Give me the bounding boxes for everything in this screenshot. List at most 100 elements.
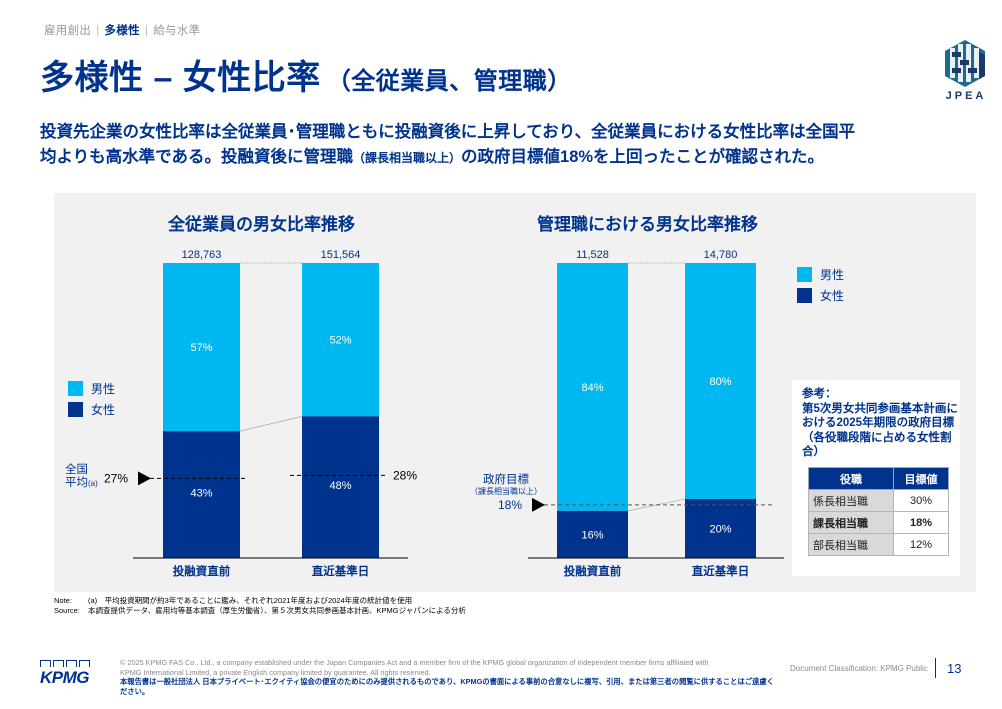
page-title: 多様性 – 女性比率 （全従業員、管理職）: [40, 50, 572, 99]
data-label-female: 20%: [709, 524, 731, 536]
chart-1-employees: 57% 43% 128,763 投融資直前 52% 48% 151,564 直近基準日 27% 2…: [104, 249, 417, 578]
copyright-notice: © 2025 KPMG FAS Co., Ltd., a company est…: [120, 658, 780, 696]
page-title-subtitle: （全従業員、管理職）: [326, 68, 572, 95]
notes: Note: (a) 平均投資期間が約3年であることに鑑み、それぞれ2021年度およ…: [54, 596, 466, 616]
jpea-logo: JPEA: [940, 38, 990, 108]
reference-title-heading: 参考：: [802, 388, 837, 400]
lead-line-2: 均よりも高水準である。投融資後に管理職（課長相当職以上）の政府目標値18%を上回…: [40, 145, 970, 171]
table-cell-value: 30%: [893, 489, 949, 512]
legend-label-female: 女性: [820, 289, 845, 303]
legend-label-male: 男性: [91, 382, 116, 396]
data-label-female: 43%: [190, 488, 212, 500]
note-text: (a) 平均投資期間が約3年であることに鑑み、それぞれ2021年度および2024…: [88, 596, 413, 605]
reference-target-table: 役職 目標値 係長相当職 30% 課長相当職 18% 部長相当職 12%: [808, 467, 949, 556]
chart-2-title: 管理職における男女比率推移: [537, 215, 758, 234]
reference-value-label: 27%: [104, 471, 128, 485]
kpmg-logo-text: KPMG: [40, 668, 90, 687]
kpmg-logo: KPMG: [40, 660, 90, 688]
breadcrumb-separator: |: [96, 25, 100, 37]
data-label-male: 52%: [329, 335, 351, 347]
bar-total-label: 11,528: [576, 249, 609, 261]
bar-segment-male: [557, 263, 628, 511]
legend-swatch-female: [797, 288, 812, 303]
bar-segment-female: [302, 416, 379, 558]
legend-item-female: 女性: [68, 399, 115, 420]
legend-label-female: 女性: [91, 403, 116, 417]
legend-swatch-male: [797, 267, 812, 282]
breadcrumb-item-diversity[interactable]: 多様性: [104, 25, 140, 37]
page-title-main: 多様性 – 女性比率: [40, 59, 321, 97]
legend-item-male: 男性: [797, 264, 844, 285]
breadcrumb-item-job-creation[interactable]: 雇用創出: [44, 25, 92, 37]
bar-segment-male: [163, 263, 240, 432]
breadcrumb: 雇用創出 | 多様性 | 給与水準: [44, 22, 200, 38]
page-number: 13: [947, 661, 962, 676]
bar-segment-female: [557, 510, 628, 558]
connector-line-female: [239, 416, 303, 432]
data-label-male: 80%: [709, 376, 731, 388]
source-line: Source: 本調査提供データ、雇用均等基本調査（厚生労働省）、第５次男女共同参…: [54, 606, 466, 616]
lead-line-2c: の政府目標値18%を上回ったことが確認された。: [461, 148, 825, 166]
reference-value-label: 28%: [393, 468, 417, 482]
bar-segment-male: [685, 263, 756, 499]
lead-line-2b: （課長相当職以上）: [353, 151, 462, 165]
note-line: Note: (a) 平均投資期間が約3年であることに鑑み、それぞれ2021年度およ…: [54, 596, 466, 606]
bar-total-label: 128,763: [182, 249, 222, 261]
bar-total-label: 151,564: [321, 249, 361, 261]
breadcrumb-item-wage-level[interactable]: 給与水準: [153, 25, 201, 37]
lead-line-2a: 均よりも高水準である。投融資後に管理職: [40, 148, 354, 166]
jpea-logo-icon: [945, 40, 985, 87]
bar-segment-female: [163, 431, 240, 558]
national-average-label-line1: 全国: [65, 464, 88, 476]
table-cell-role: 課長相当職: [808, 511, 894, 534]
table-row: 部長相当職 12%: [808, 533, 949, 556]
chart-1-title: 全従業員の男女比率推移: [168, 215, 355, 234]
chart-2-government-target-label: 政府目標 （課長相当職以上）: [466, 474, 546, 497]
legend-swatch-male: [68, 381, 83, 396]
table-header-row: 役職 目標値: [808, 467, 949, 490]
table-cell-value: 18%: [893, 511, 949, 534]
government-target-label-line2: （課長相当職以上）: [470, 487, 542, 496]
chart-2-managers: 84% 16% 11,528 投融資直前 80% 20% 14,780 直近基準日 18%: [498, 249, 784, 578]
chart-1-national-average-label: 全国 平均(a): [65, 464, 98, 490]
copyright-line-2: KPMG International Limited, a private En…: [120, 667, 431, 677]
bar-segment-female: [685, 499, 756, 558]
table-cell-role: 部長相当職: [808, 533, 894, 556]
copyright-line-3: 本報告書は一般社団法人 日本プライベート･エクイティ協会の便宜のためにのみ提供さ…: [120, 677, 774, 696]
chart-1-legend: 男性 女性: [68, 378, 115, 420]
national-average-note-marker: (a): [88, 479, 98, 488]
category-label: 直近基準日: [312, 564, 370, 578]
category-label: 投融資直前: [173, 564, 231, 578]
table-header-role: 役職: [808, 467, 894, 490]
national-average-label-line2: 平均: [65, 477, 88, 489]
legend-item-female: 女性: [797, 285, 844, 306]
table-header-target: 目標値: [893, 467, 949, 490]
reference-value-label: 18%: [498, 498, 522, 512]
source-label: Source:: [54, 606, 80, 615]
table-cell-role: 係長相当職: [808, 489, 894, 512]
data-label-female: 16%: [581, 529, 603, 541]
legend-item-male: 男性: [68, 378, 115, 399]
breadcrumb-separator: |: [144, 25, 149, 37]
bar-segment-male: [302, 263, 379, 417]
government-target-label-line1: 政府目標: [483, 474, 529, 486]
copyright-line-1: © 2025 KPMG FAS Co., Ltd., a company est…: [120, 658, 709, 667]
lead-summary: 投資先企業の女性比率は全従業員･管理職ともに投融資後に上昇しており、全従業員にお…: [40, 120, 970, 171]
reference-title-body: 第5次男女共同参画基本計画における2025年期限の政府目標（各役職段階に占める女…: [802, 402, 958, 459]
note-label: Note:: [54, 596, 72, 605]
document-classification: Document Classification: KPMG Public: [790, 664, 928, 673]
table-row: 係長相当職 30%: [808, 489, 949, 512]
bar-total-label: 14,780: [704, 249, 738, 261]
reference-arrow-icon: [532, 497, 545, 512]
reference-title: 参考： 第5次男女共同参画基本計画における2025年期限の政府目標（各役職段階に…: [802, 387, 958, 460]
lead-line-1: 投資先企業の女性比率は全従業員･管理職ともに投融資後に上昇しており、全従業員にお…: [40, 123, 856, 141]
reference-arrow-icon: [138, 471, 151, 486]
category-label: 直近基準日: [692, 564, 750, 578]
legend-label-male: 男性: [820, 268, 845, 282]
data-label-male: 57%: [190, 342, 212, 354]
table-cell-value: 12%: [893, 533, 949, 556]
category-label: 投融資直前: [564, 564, 622, 578]
page-number-divider: [935, 658, 936, 678]
chart-2-legend: 男性 女性: [797, 264, 844, 306]
